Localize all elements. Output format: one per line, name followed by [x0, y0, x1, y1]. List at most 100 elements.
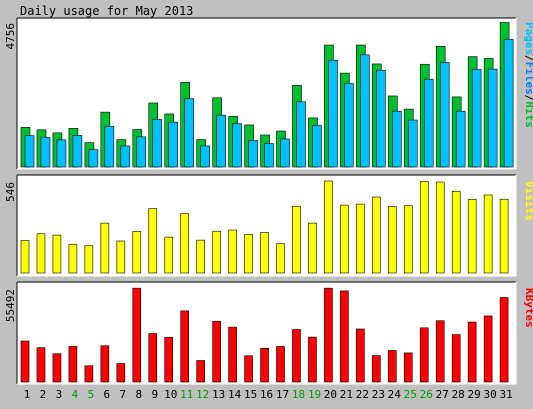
bar-files-day-1 — [24, 135, 35, 168]
bar-kbytes-day-21 — [340, 290, 349, 383]
bar-visits-day-23 — [372, 196, 381, 274]
bar-files-day-9 — [152, 119, 163, 168]
bar-visits-day-31 — [499, 198, 509, 274]
bar-visits-day-2 — [36, 233, 46, 274]
bar-files-day-7 — [120, 145, 131, 168]
x-tick-label-22: 22 — [356, 388, 369, 401]
bar-files-day-23 — [376, 70, 386, 168]
bar-kbytes-day-5 — [84, 365, 94, 383]
bar-files-day-15 — [248, 140, 258, 168]
bar-kbytes-day-14 — [228, 326, 237, 383]
x-tick-label-2: 2 — [40, 388, 47, 401]
bar-kbytes-day-25 — [403, 352, 413, 383]
bar-kbytes-day-1 — [20, 340, 30, 383]
legend-kbytes: KBytes — [523, 288, 533, 328]
x-tick-label-18: 18 — [292, 388, 305, 401]
bar-kbytes-day-26 — [419, 327, 429, 383]
bar-visits-day-25 — [403, 205, 413, 274]
bar-kbytes-day-7 — [116, 363, 126, 383]
bar-files-day-2 — [40, 137, 51, 168]
bar-files-day-10 — [168, 121, 179, 168]
x-tick-label-25: 25 — [404, 388, 417, 401]
bar-visits-day-1 — [20, 240, 30, 274]
bar-visits-day-7 — [116, 240, 126, 274]
x-tick-label-28: 28 — [452, 388, 465, 401]
bar-kbytes-day-20 — [324, 287, 333, 383]
bar-kbytes-day-27 — [435, 320, 445, 383]
bar-visits-day-13 — [212, 230, 221, 274]
bar-kbytes-day-2 — [36, 347, 46, 383]
x-tick-label-13: 13 — [212, 388, 225, 401]
x-tick-label-17: 17 — [276, 388, 289, 401]
bar-kbytes-day-22 — [356, 328, 365, 383]
chart-title: Daily usage for May 2013 — [20, 4, 193, 18]
bar-visits-day-28 — [451, 190, 461, 274]
y-max-label-kbytes: 55492 — [4, 289, 17, 322]
bar-files-day-21 — [344, 83, 354, 168]
legend-visits: Visits — [523, 181, 533, 221]
bar-kbytes-day-6 — [100, 345, 110, 383]
legend-pages: Pages — [523, 22, 533, 55]
bar-visits-day-18 — [292, 205, 301, 274]
bar-visits-day-16 — [260, 232, 269, 274]
bar-visits-day-11 — [180, 213, 189, 274]
x-tick-label-12: 12 — [196, 388, 209, 401]
bar-visits-day-6 — [100, 222, 110, 274]
bar-kbytes-day-23 — [372, 355, 381, 383]
bar-files-day-26 — [423, 78, 434, 168]
bar-kbytes-day-11 — [180, 310, 189, 383]
bar-visits-day-12 — [196, 239, 205, 274]
x-tick-label-27: 27 — [436, 388, 449, 401]
x-tick-label-21: 21 — [340, 388, 353, 401]
bar-files-day-22 — [360, 54, 370, 168]
bar-visits-day-8 — [132, 231, 142, 274]
bar-visits-day-9 — [148, 208, 158, 274]
bar-visits-day-29 — [467, 199, 477, 274]
x-tick-label-9: 9 — [151, 388, 158, 401]
x-tick-label-16: 16 — [260, 388, 273, 401]
bar-files-day-30 — [487, 68, 498, 168]
bar-kbytes-day-17 — [276, 346, 285, 383]
bar-kbytes-day-13 — [212, 321, 221, 383]
bar-visits-day-15 — [244, 234, 253, 274]
bar-files-day-24 — [392, 110, 402, 168]
bar-files-day-16 — [264, 143, 274, 168]
x-tick-label-6: 6 — [104, 388, 111, 401]
bar-files-day-8 — [136, 136, 147, 168]
bar-files-day-25 — [407, 119, 418, 168]
x-tick-label-10: 10 — [164, 388, 177, 401]
bar-visits-day-10 — [164, 236, 174, 274]
bar-kbytes-day-3 — [52, 353, 62, 383]
bar-kbytes-day-31 — [499, 297, 509, 383]
x-tick-label-23: 23 — [372, 388, 385, 401]
bar-kbytes-day-15 — [244, 355, 253, 383]
bar-kbytes-day-9 — [148, 333, 158, 383]
bar-files-day-29 — [471, 69, 482, 168]
bar-files-day-12 — [200, 145, 210, 168]
bar-files-day-20 — [328, 59, 338, 168]
bar-visits-day-14 — [228, 229, 237, 274]
x-tick-label-19: 19 — [308, 388, 321, 401]
bar-files-day-13 — [216, 114, 226, 168]
bar-visits-day-20 — [324, 180, 333, 274]
y-max-label-hits-files-pages: 4756 — [4, 23, 17, 50]
x-tick-label-26: 26 — [420, 388, 433, 401]
x-tick-label-20: 20 — [324, 388, 337, 401]
bar-files-day-4 — [72, 134, 83, 168]
x-tick-label-24: 24 — [388, 388, 402, 401]
bar-files-day-18 — [296, 101, 306, 168]
bar-kbytes-day-18 — [292, 329, 301, 383]
x-tick-label-1: 1 — [24, 388, 31, 401]
x-tick-label-3: 3 — [56, 388, 63, 401]
legend-hits: Hits — [523, 101, 533, 128]
bar-visits-day-30 — [483, 194, 493, 274]
bar-kbytes-day-29 — [467, 321, 477, 383]
x-tick-label-15: 15 — [244, 388, 257, 401]
bar-kbytes-day-8 — [132, 287, 142, 383]
bar-kbytes-day-4 — [68, 346, 78, 383]
bar-visits-day-19 — [308, 222, 317, 274]
bar-files-day-28 — [455, 110, 466, 168]
bar-kbytes-day-10 — [164, 336, 174, 383]
bar-visits-day-22 — [356, 203, 365, 274]
